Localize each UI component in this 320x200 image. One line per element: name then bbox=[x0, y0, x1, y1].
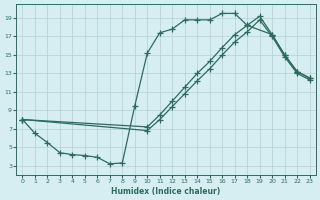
X-axis label: Humidex (Indice chaleur): Humidex (Indice chaleur) bbox=[111, 187, 221, 196]
